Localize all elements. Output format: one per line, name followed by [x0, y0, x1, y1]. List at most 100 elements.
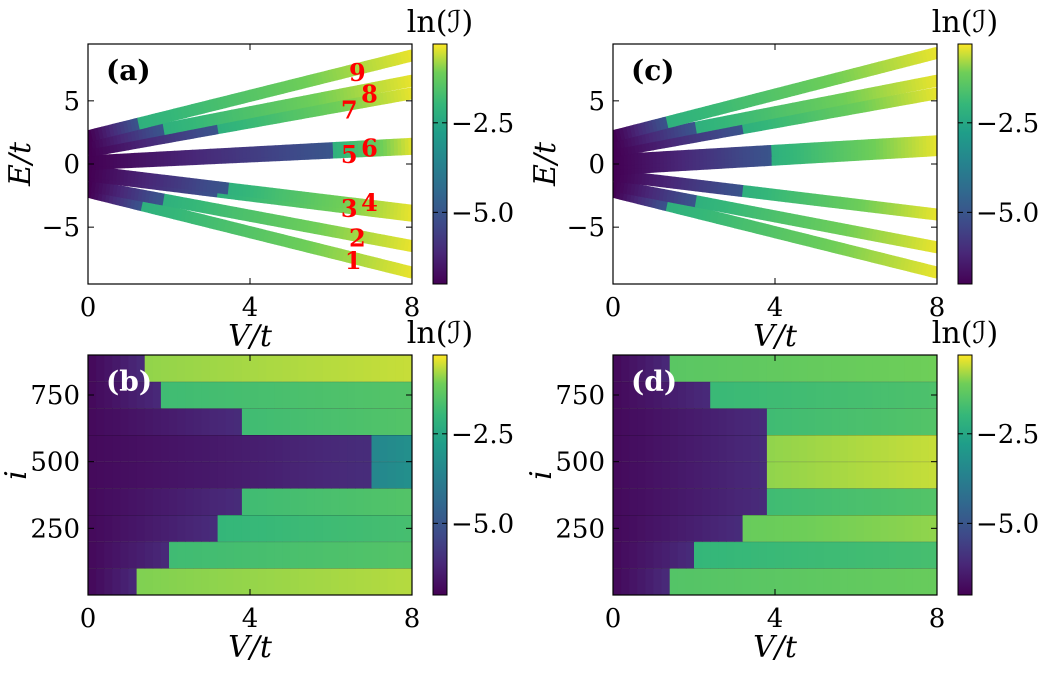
level-label-4: 4 — [361, 188, 378, 217]
heatmap-cell — [912, 541, 922, 569]
band-segment — [101, 134, 108, 147]
heatmap-cell — [185, 541, 194, 569]
heatmap-cell — [710, 568, 719, 595]
band-segment — [219, 96, 227, 109]
band-segment — [144, 134, 151, 147]
heatmap-cell — [371, 488, 381, 515]
band-segment — [140, 199, 148, 213]
band-segment — [209, 113, 216, 126]
band-segment — [662, 189, 669, 202]
band-segment — [709, 118, 716, 131]
band-segment — [684, 193, 691, 206]
band-segment — [727, 201, 734, 215]
heatmap-cell — [298, 541, 308, 569]
heatmap-cell — [864, 541, 873, 569]
band-segment — [342, 98, 349, 112]
band-segment — [169, 121, 176, 134]
heatmap-cell — [791, 488, 800, 515]
heatmap-cell — [758, 541, 768, 569]
band-segment — [741, 218, 748, 231]
band-segment — [871, 98, 878, 111]
colorbar-tick-label: −2.5 — [976, 109, 1039, 139]
band-8 — [613, 74, 937, 150]
band-segment — [108, 191, 115, 204]
heatmap-block — [88, 434, 412, 462]
heatmap-cell — [661, 381, 671, 409]
band-segment — [230, 221, 238, 235]
band-segment — [256, 104, 263, 117]
band-segment — [755, 92, 763, 106]
heatmap-cell — [233, 381, 243, 409]
heatmap-cell — [734, 355, 744, 382]
band-segment — [687, 193, 694, 207]
heatmap-cell — [831, 461, 841, 489]
band-segment — [672, 113, 680, 127]
band-segment — [777, 115, 784, 128]
band-segment — [115, 139, 122, 153]
band-segment — [673, 133, 680, 147]
band-segment — [878, 97, 885, 110]
heatmap-cell — [306, 408, 316, 435]
band-segment — [690, 205, 698, 219]
band-segment — [637, 184, 644, 197]
heatmap-cell — [266, 355, 275, 382]
band-segment — [853, 101, 860, 115]
heatmap-cell — [331, 381, 340, 409]
band-segment — [285, 216, 292, 230]
heatmap-cell — [314, 381, 324, 409]
heatmap-cell — [355, 541, 364, 569]
heatmap-cell — [864, 408, 873, 435]
band-segment — [173, 107, 180, 121]
band-segment — [396, 76, 403, 90]
band-segment — [835, 93, 842, 107]
heatmap-cell — [734, 408, 744, 435]
band-segment — [367, 94, 374, 107]
heatmap-cell — [621, 541, 630, 569]
heatmap-cell — [775, 488, 784, 515]
heatmap-cell — [201, 381, 211, 409]
band-segment — [111, 123, 119, 136]
band-segment — [744, 95, 752, 108]
band-segment — [662, 116, 669, 130]
x-tick-label: 4 — [242, 293, 259, 323]
band-segment — [766, 117, 773, 130]
heatmap-cell — [241, 541, 251, 569]
heatmap-cell — [750, 381, 760, 409]
band-segment — [838, 104, 845, 117]
heatmap-cell — [331, 488, 340, 515]
band-segment — [762, 90, 770, 104]
band-segment — [338, 88, 346, 101]
heatmap-cell — [233, 461, 243, 489]
heatmap-cell — [896, 541, 906, 569]
band-segment — [126, 195, 133, 209]
band-segment — [151, 133, 158, 146]
band-segment — [374, 57, 382, 71]
band-segment — [924, 264, 932, 277]
heatmap-cell — [880, 568, 889, 595]
heatmap-cell — [306, 355, 316, 382]
band-segment — [694, 195, 701, 208]
band-segment — [734, 202, 741, 216]
band-segment — [640, 193, 648, 206]
heatmap-cell — [912, 408, 922, 435]
heatmap-cell — [290, 381, 300, 409]
band-segment — [144, 115, 151, 128]
heatmap-cell — [904, 488, 914, 515]
heatmap-cell — [904, 408, 914, 435]
heatmap-cell — [209, 435, 219, 462]
heatmap-cell — [775, 568, 784, 595]
band-segment — [730, 215, 738, 229]
x-tick-label: 4 — [242, 604, 259, 634]
band-segment — [921, 263, 928, 276]
colorbar-tick-label: −5.0 — [976, 509, 1039, 539]
heatmap-cell — [880, 355, 889, 382]
band-segment — [180, 209, 187, 222]
band-segment — [364, 83, 371, 96]
heatmap-cell — [250, 568, 259, 595]
band-segment — [792, 112, 799, 126]
heatmap-cell — [872, 408, 881, 435]
band-segment — [237, 223, 245, 237]
band-segment — [662, 127, 669, 140]
band-segment — [317, 222, 324, 236]
band-segment — [795, 231, 802, 245]
